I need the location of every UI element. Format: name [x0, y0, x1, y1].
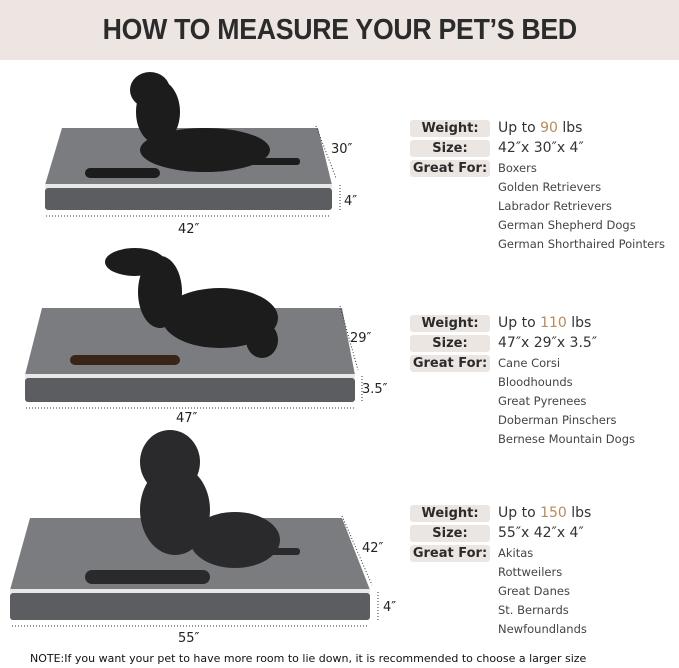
spec-block-large: Weight: Up to 150 lbs Size: 55″x 42″x 4″ G…	[410, 503, 679, 639]
breed-item: Great Pyrenees	[498, 394, 587, 408]
bed-height-label: 4″	[383, 600, 396, 615]
breed-item: Cane Corsi	[498, 356, 561, 370]
breed-item: Labrador Retrievers	[498, 199, 612, 213]
bed-length-label: 55″	[178, 631, 200, 646]
size-value: 55″x 42″x 4″	[498, 525, 584, 541]
breed-item: German Shorthaired Pointers	[498, 237, 665, 251]
breed-item: German Shepherd Dogs	[498, 218, 636, 232]
spec-block-medium: Weight: Up to 110 lbs Size: 47″x 29″x 3.5″…	[410, 313, 679, 449]
dog-great-dane-image	[85, 430, 300, 584]
breed-item: Bloodhounds	[498, 375, 573, 389]
page-title: HOW TO MEASURE YOUR PET’S BED	[102, 13, 577, 46]
weight-label: Weight:	[410, 314, 490, 332]
breed-item: St. Bernards	[498, 603, 569, 617]
breed-item: Rottweilers	[498, 565, 563, 579]
great-for-label: Great For:	[410, 159, 490, 177]
breed-item: Bernese Mountain Dogs	[498, 432, 635, 446]
great-for-label: Great For:	[410, 354, 490, 372]
breed-item: Doberman Pinschers	[498, 413, 617, 427]
breed-item: Great Danes	[498, 584, 570, 598]
dog-labrador-image	[85, 72, 300, 178]
bed-width-label: 29″	[350, 331, 372, 346]
weight-value: Up to 150 lbs	[498, 505, 592, 521]
size-label: Size:	[410, 139, 490, 157]
bed-length-label: 47″	[176, 411, 198, 426]
breed-item: Golden Retrievers	[498, 180, 602, 194]
weight-label: Weight:	[410, 504, 490, 522]
bed-width-label: 30″	[331, 142, 353, 157]
bed-height-label: 4″	[344, 194, 357, 209]
dog-doberman-image	[70, 248, 278, 365]
weight-value: Up to 110 lbs	[498, 315, 592, 331]
bed-length-label: 42″	[178, 222, 200, 237]
great-for-label: Great For:	[410, 544, 490, 562]
spec-block-small: Weight: Up to 90 lbs Size: 42″x 30″x 4″ Gr…	[410, 118, 679, 254]
footnote: NOTE:If you want your pet to have more r…	[30, 652, 587, 665]
breed-item: Boxers	[498, 161, 537, 175]
bed-height-label: 3.5″	[362, 382, 388, 397]
breed-item: Newfoundlands	[498, 622, 587, 636]
bed-width-label: 42″	[362, 541, 384, 556]
size-value: 47″x 29″x 3.5″	[498, 335, 598, 351]
bed-large: 55″ 42″ 4″	[10, 515, 396, 646]
size-label: Size:	[410, 524, 490, 542]
weight-value: Up to 90 lbs	[498, 120, 583, 136]
size-value: 42″x 30″x 4″	[498, 140, 584, 156]
weight-label: Weight:	[410, 119, 490, 137]
breed-item: Akitas	[498, 546, 534, 560]
header-banner: HOW TO MEASURE YOUR PET’S BED	[0, 0, 679, 60]
size-label: Size:	[410, 334, 490, 352]
